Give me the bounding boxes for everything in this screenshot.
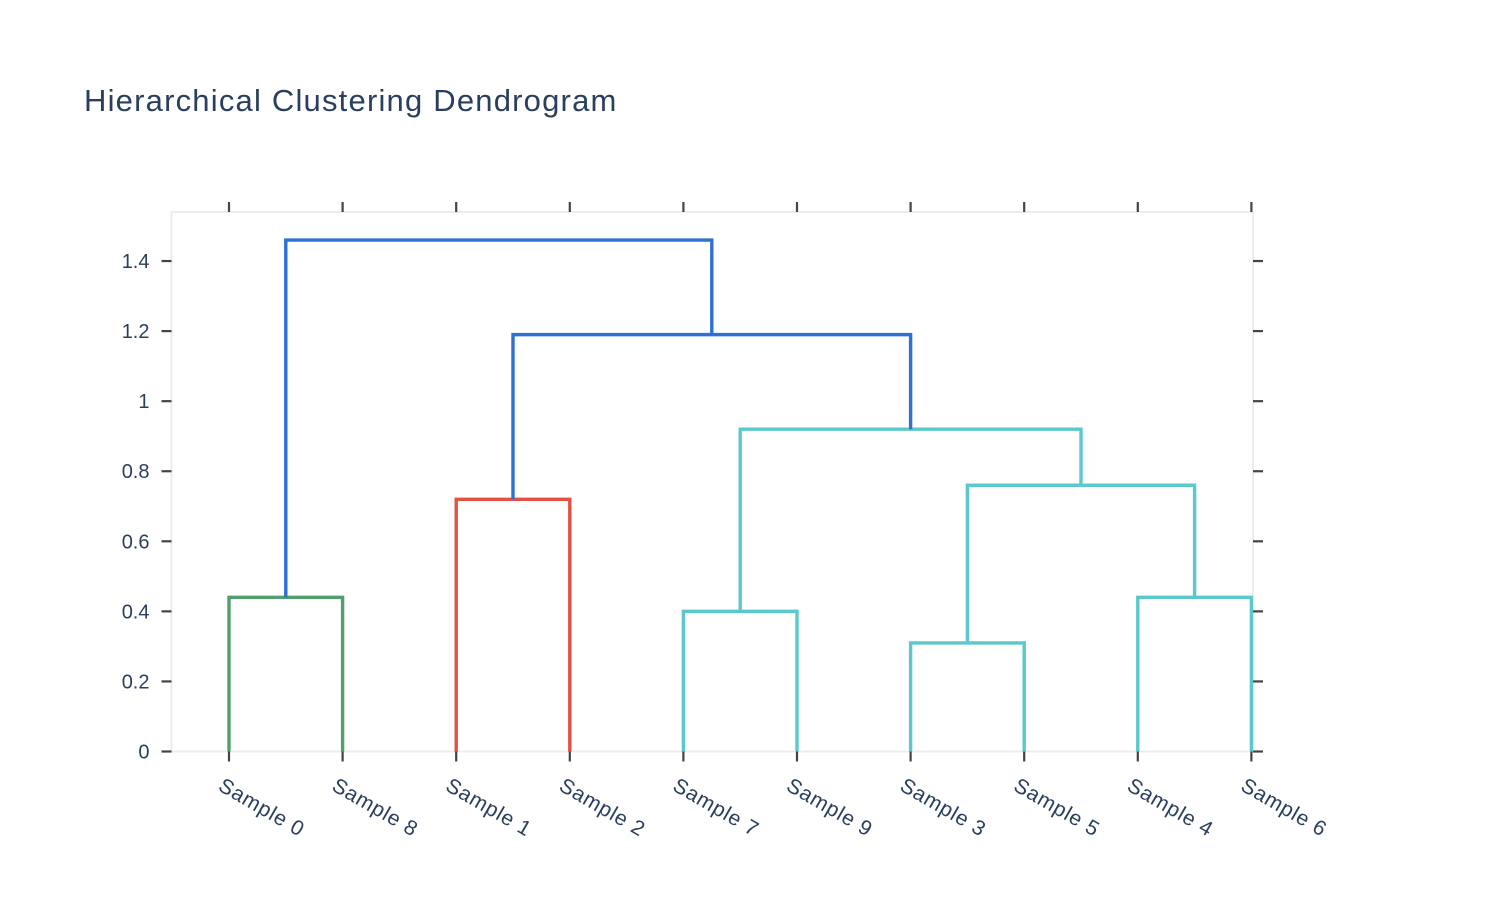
dendrogram-link bbox=[1136, 595, 1254, 752]
dendrogram-link bbox=[284, 238, 714, 598]
plot-border bbox=[170, 211, 1254, 753]
y-tick-label: 0.8 bbox=[122, 461, 150, 483]
y-tick-label: 1.2 bbox=[122, 321, 150, 343]
y-tick-label: 0.6 bbox=[122, 531, 150, 553]
x-tick-label: Sample 4 bbox=[1123, 774, 1217, 841]
dendrogram-link bbox=[738, 427, 1083, 612]
x-tick-label: Sample 0 bbox=[215, 774, 309, 841]
x-tick-label: Sample 5 bbox=[1010, 774, 1104, 841]
y-tick-label: 0.4 bbox=[122, 601, 150, 623]
dendrogram-link bbox=[511, 332, 913, 500]
x-tick-label: Sample 3 bbox=[896, 774, 990, 841]
y-tick-label: 0 bbox=[138, 742, 149, 764]
y-tick-label: 1 bbox=[138, 391, 149, 413]
x-tick-label: Sample 8 bbox=[328, 774, 422, 841]
x-tick-label: Sample 9 bbox=[783, 774, 877, 841]
dendrogram-link bbox=[681, 609, 799, 752]
x-tick-label: Sample 1 bbox=[442, 774, 536, 841]
chart-title: Hierarchical Clustering Dendrogram bbox=[84, 83, 618, 118]
dendrogram-link bbox=[965, 483, 1197, 643]
y-tick-label: 1.4 bbox=[122, 251, 150, 273]
x-tick-label: Sample 6 bbox=[1237, 774, 1331, 841]
x-tick-label: Sample 2 bbox=[555, 774, 649, 841]
dendrogram-link bbox=[454, 497, 572, 752]
x-tick-label: Sample 7 bbox=[669, 774, 763, 841]
y-tick-label: 0.2 bbox=[122, 671, 150, 693]
dendrogram-link bbox=[227, 595, 345, 752]
dendrogram-link bbox=[908, 641, 1026, 752]
